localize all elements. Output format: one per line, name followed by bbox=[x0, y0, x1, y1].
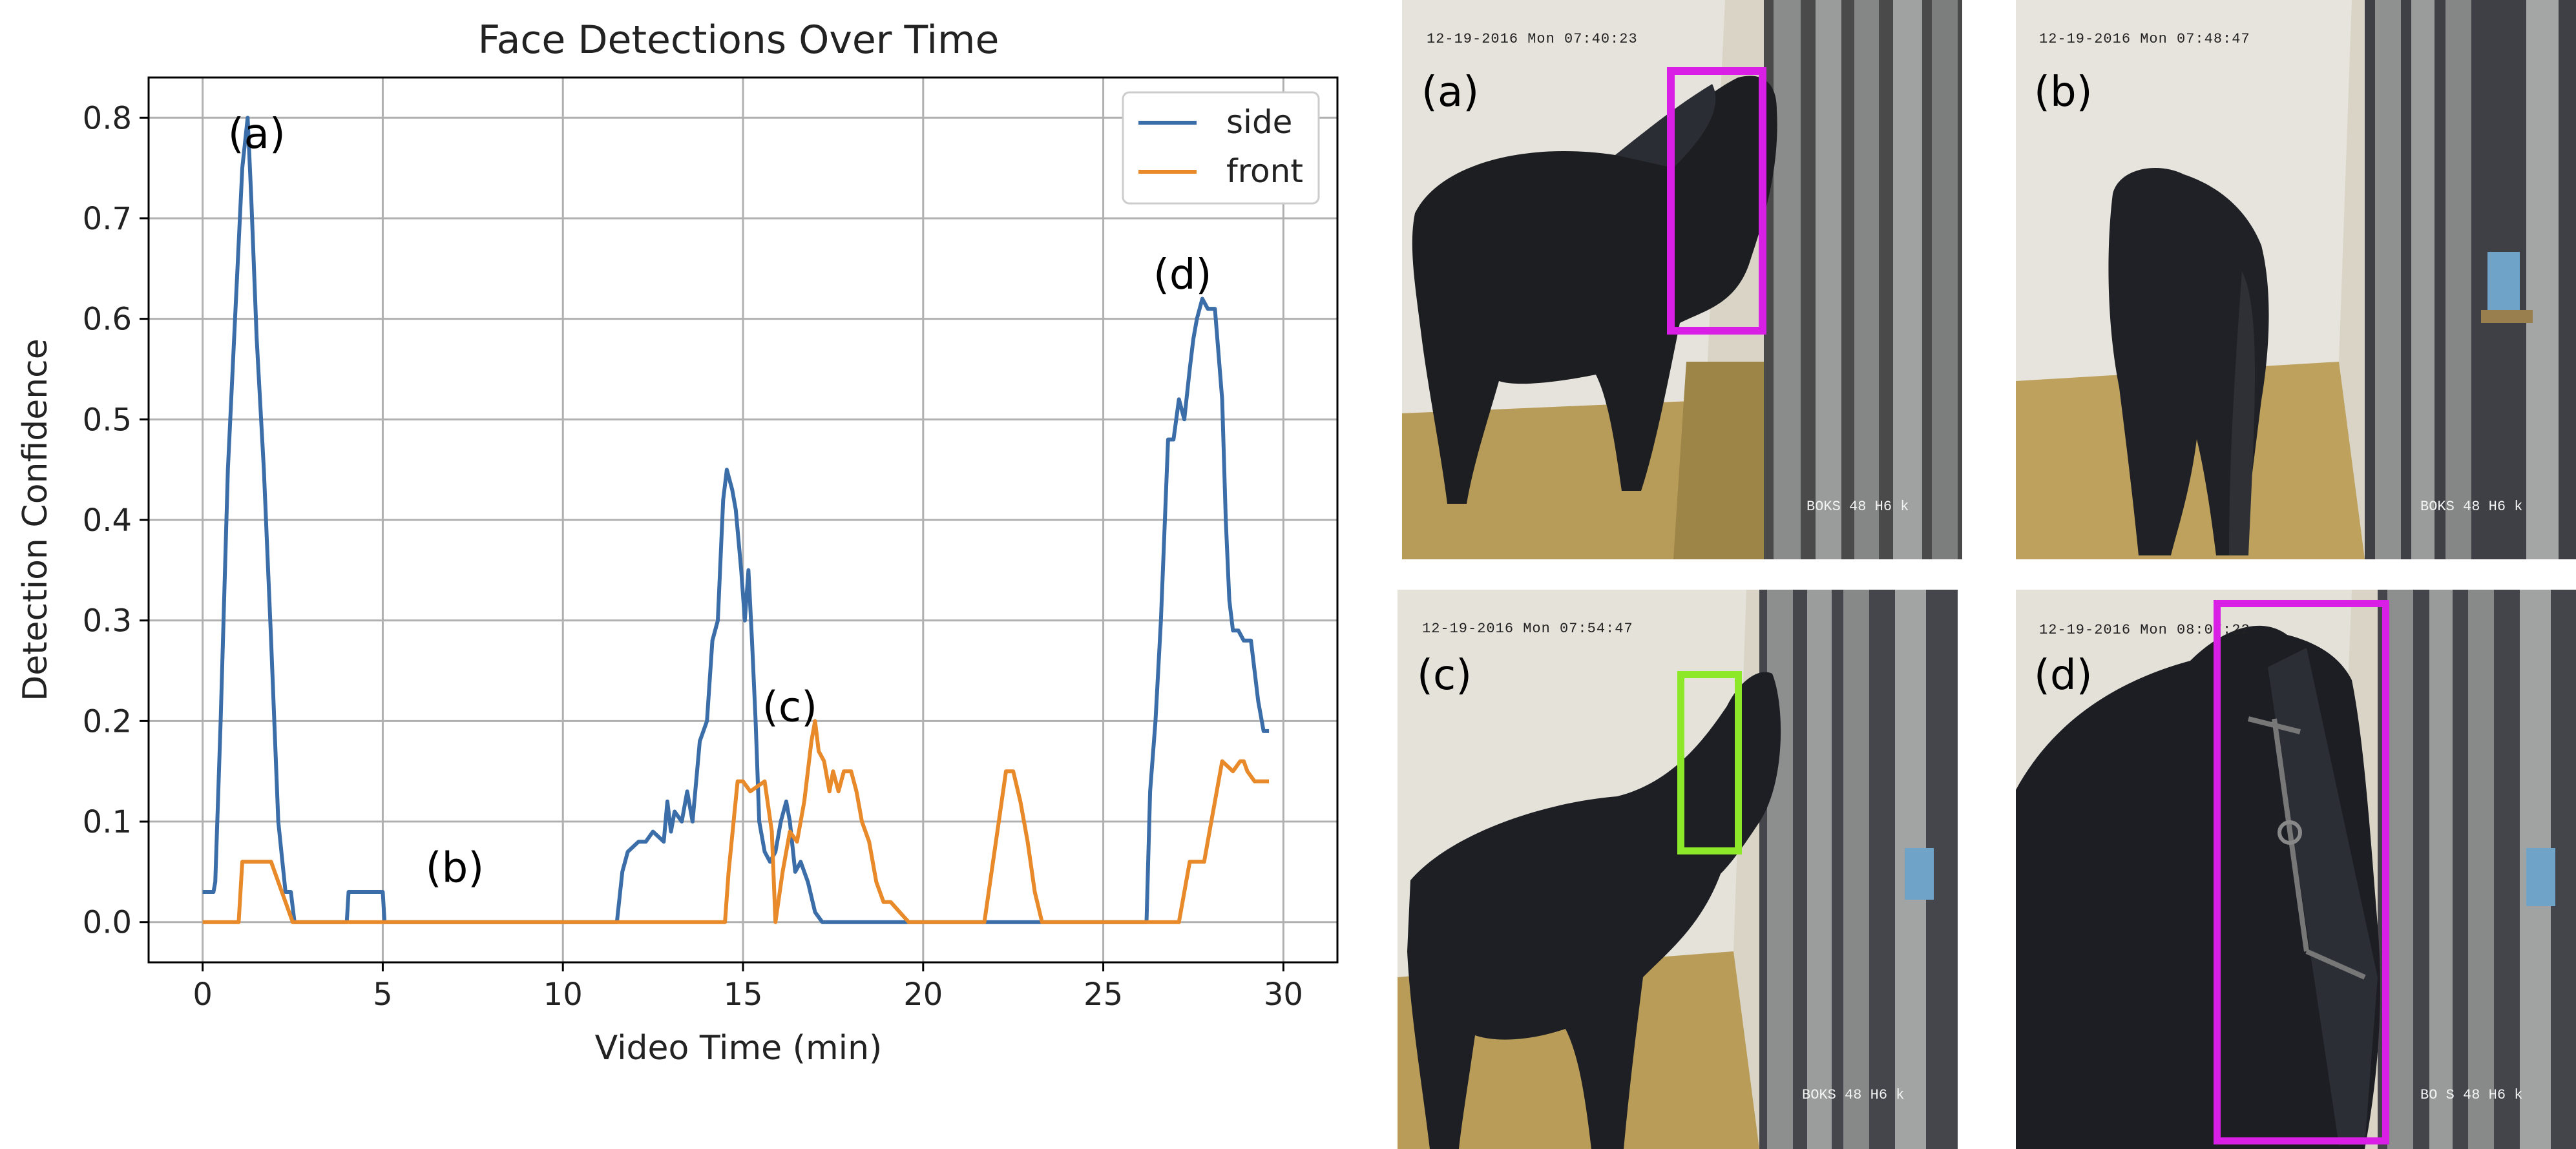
annotation-label: (b) bbox=[426, 844, 485, 892]
frame-label: (d) bbox=[2034, 652, 2093, 699]
x-tick-label: 15 bbox=[723, 977, 762, 1013]
y-tick-label: 0.5 bbox=[83, 402, 132, 438]
frame-label: (c) bbox=[1417, 652, 1472, 699]
y-tick-label: 0.2 bbox=[83, 703, 132, 740]
frame-panel-b: 12-19-2016 Mon 07:48:47 (b) BOKS 48 H6 k bbox=[2016, 0, 2576, 559]
horse-photo-a bbox=[1402, 0, 1962, 559]
y-tick-label: 0.4 bbox=[83, 502, 132, 539]
frame-timestamp: 12-19-2016 Mon 07:54:47 bbox=[1422, 621, 1633, 637]
y-tick-label: 0.8 bbox=[83, 100, 132, 136]
annotation-label: (c) bbox=[762, 683, 817, 731]
legend: side front bbox=[1122, 91, 1320, 205]
x-tick-label: 5 bbox=[373, 977, 393, 1013]
camera-label: BOKS 48 H6 k bbox=[2420, 499, 2523, 515]
frame-panel-c: 12-19-2016 Mon 07:54:47 (c) BOKS 48 H6 k bbox=[1398, 590, 1958, 1149]
y-tick-label: 0.1 bbox=[83, 804, 132, 840]
frame-panel-d: 12-19-2016 Mon 08:07:22 (d) BO S 48 H6 k bbox=[2016, 590, 2576, 1149]
frame-label: (a) bbox=[1421, 68, 1480, 116]
y-tick-label: 0.3 bbox=[83, 603, 132, 639]
y-axis-label: Detection Confidence bbox=[16, 338, 55, 701]
face-detections-chart: 0 5 10 15 20 25 300.00.10.20.30.40.50.60.70.8 … bbox=[16, 17, 1339, 1068]
x-tick-label: 20 bbox=[903, 977, 943, 1013]
horse-photo-d bbox=[2016, 590, 2576, 1149]
chart-annotations: (a) (b) (c) (d) bbox=[228, 110, 1212, 892]
camera-label: BOKS 48 H6 k bbox=[1802, 1087, 1905, 1103]
x-tick-label: 10 bbox=[543, 977, 583, 1013]
frame-timestamp: 12-19-2016 Mon 07:48:47 bbox=[2039, 31, 2250, 47]
series-line-front bbox=[202, 719, 1270, 924]
face-bounding-box bbox=[2214, 600, 2389, 1144]
horse-photo-b bbox=[2016, 0, 2576, 559]
legend-label-front: front bbox=[1226, 152, 1303, 190]
x-tick-label: 30 bbox=[1264, 977, 1303, 1013]
camera-label: BOKS 48 H6 k bbox=[1806, 499, 1909, 515]
x-tick-label: 0 bbox=[193, 977, 213, 1013]
x-tick-label: 25 bbox=[1084, 977, 1123, 1013]
x-axis-label: Video Time (min) bbox=[595, 1029, 883, 1068]
chart-series bbox=[202, 116, 1270, 924]
face-bounding-box bbox=[1677, 671, 1742, 854]
chart-grid bbox=[149, 78, 1337, 962]
y-tick-label: 0.6 bbox=[83, 302, 132, 338]
frame-label: (b) bbox=[2034, 68, 2093, 116]
frame-panel-a: 12-19-2016 Mon 07:40:23 (a) BOKS 48 H6 k bbox=[1402, 0, 1962, 559]
series-line-side bbox=[202, 116, 1270, 924]
annotation-label: (d) bbox=[1153, 251, 1212, 299]
frame-timestamp: 12-19-2016 Mon 07:40:23 bbox=[1427, 31, 1638, 47]
y-tick-label: 0.0 bbox=[83, 905, 132, 941]
y-tick-label: 0.7 bbox=[83, 201, 132, 237]
axis-ticks: 0 5 10 15 20 25 30 0.0 0.1 0.2 0.3 0.4 0.5 0.6 0.7 0.8 bbox=[83, 100, 1303, 1013]
legend-label-side: side bbox=[1226, 103, 1292, 141]
legend-box bbox=[1122, 91, 1320, 205]
face-bounding-box bbox=[1667, 67, 1766, 335]
camera-label: BO S 48 H6 k bbox=[2420, 1087, 2523, 1103]
chart-title: Face Detections Over Time bbox=[478, 17, 1000, 63]
annotation-label: (a) bbox=[228, 110, 286, 158]
